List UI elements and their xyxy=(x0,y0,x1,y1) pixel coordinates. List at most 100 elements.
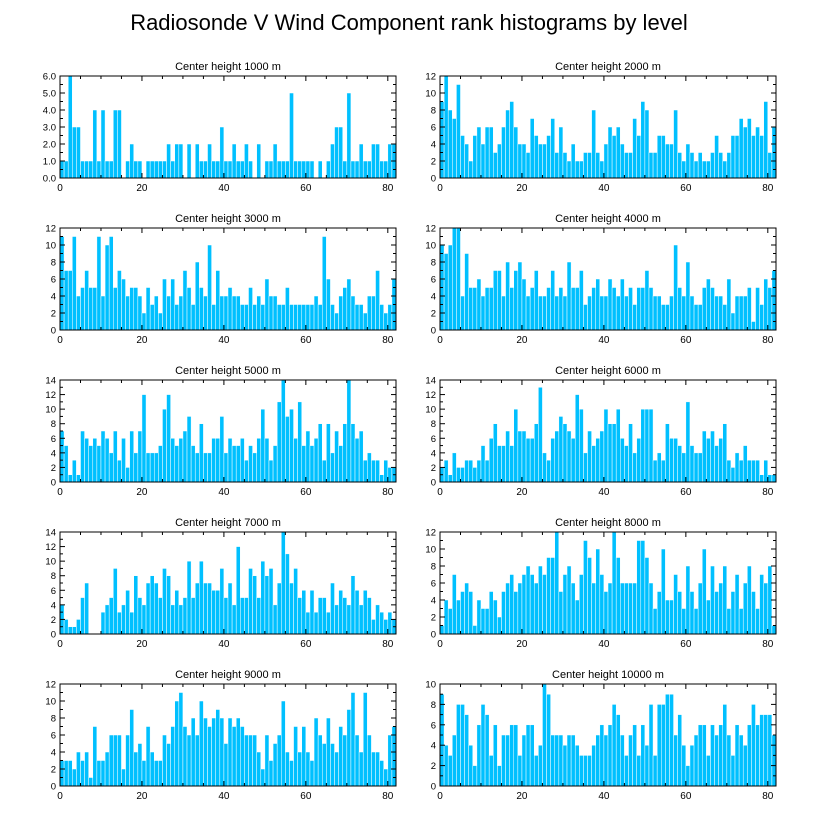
histogram-bar xyxy=(443,253,449,331)
histogram-bar xyxy=(96,236,102,331)
histogram-bar xyxy=(730,135,736,179)
histogram-bar xyxy=(632,724,637,787)
histogram-bar xyxy=(632,582,637,635)
histogram-bar xyxy=(358,751,364,787)
x-tick-label: 80 xyxy=(382,639,394,650)
histogram-bar xyxy=(570,438,576,483)
histogram-bar xyxy=(309,760,315,787)
x-tick-label: 40 xyxy=(598,183,610,194)
histogram-bar xyxy=(710,430,715,483)
histogram-bar xyxy=(108,452,114,483)
y-tick-label: 8 xyxy=(51,714,56,725)
x-tick-label: 0 xyxy=(437,183,443,194)
histogram-bar xyxy=(501,126,506,179)
histogram-bar xyxy=(72,768,77,787)
histogram-bar xyxy=(624,445,629,483)
histogram-bar xyxy=(158,312,163,331)
histogram-bar xyxy=(742,295,748,331)
histogram-bar xyxy=(379,760,384,787)
histogram-bar xyxy=(129,287,135,331)
histogram-bar xyxy=(656,591,662,635)
histogram-bar xyxy=(182,726,188,787)
histogram-bar xyxy=(145,452,151,483)
x-tick-label: 20 xyxy=(516,639,528,650)
histogram-bar xyxy=(636,287,642,331)
y-tick-label: 10 xyxy=(45,697,56,708)
histogram-bar xyxy=(350,692,356,787)
histogram-bar xyxy=(480,445,486,483)
histogram-bar xyxy=(178,604,184,635)
y-tick-label: 6 xyxy=(431,579,436,590)
histogram-bar xyxy=(96,160,102,179)
histogram-bar xyxy=(538,143,543,179)
histogram-bar xyxy=(305,160,311,179)
histogram-bar xyxy=(681,295,687,331)
histogram-bar xyxy=(509,101,515,179)
histogram-bar xyxy=(301,304,307,331)
histogram-bar xyxy=(488,438,494,483)
histogram-bar xyxy=(297,160,303,179)
histogram-bar xyxy=(268,295,274,331)
y-tick-label: 0 xyxy=(51,478,56,489)
histogram-bar xyxy=(153,160,159,179)
x-tick-label: 60 xyxy=(300,791,312,802)
histogram-bar xyxy=(244,459,249,483)
histogram-bar xyxy=(293,568,298,635)
y-tick-label: 0 xyxy=(51,630,56,641)
histogram-bar xyxy=(701,548,707,635)
histogram-bar xyxy=(517,430,523,483)
histogram-bar xyxy=(505,582,510,635)
histogram-bar xyxy=(301,160,307,179)
x-tick-label: 80 xyxy=(382,487,394,498)
histogram-bar xyxy=(701,287,707,331)
histogram-bar xyxy=(747,118,752,179)
histogram-bar xyxy=(742,744,748,787)
histogram-bar xyxy=(738,118,744,179)
histogram-bar xyxy=(615,714,621,787)
histogram-bar xyxy=(104,244,110,331)
histogram-bar xyxy=(681,744,687,787)
histogram-bar xyxy=(628,734,633,787)
y-tick-label: 4 xyxy=(431,292,436,303)
histogram-bar xyxy=(162,160,167,179)
histogram-bar xyxy=(129,143,135,179)
histogram-bar xyxy=(121,438,126,483)
histogram-bar xyxy=(72,626,77,635)
histogram-bar xyxy=(305,430,311,483)
histogram-bar xyxy=(730,755,736,787)
histogram-bar xyxy=(480,295,486,331)
histogram-bar xyxy=(595,152,601,179)
x-tick-label: 0 xyxy=(57,335,63,346)
histogram-bar xyxy=(215,709,221,787)
histogram-bar xyxy=(227,717,233,787)
histogram-bar xyxy=(669,295,674,331)
y-tick-label: 12 xyxy=(425,72,436,83)
histogram-bar xyxy=(767,287,773,331)
x-tick-label: 40 xyxy=(598,791,610,802)
histogram-bar xyxy=(542,574,547,635)
histogram-bar xyxy=(346,92,352,179)
y-tick-label: 2 xyxy=(51,309,56,320)
x-tick-label: 20 xyxy=(516,487,528,498)
histogram-bar xyxy=(334,126,339,179)
histogram-bar xyxy=(701,160,707,179)
histogram-bar xyxy=(321,236,327,331)
histogram-bar xyxy=(497,445,502,483)
histogram-bar xyxy=(566,160,572,179)
histogram-bar xyxy=(387,611,393,635)
histogram-bar xyxy=(248,568,253,635)
histogram-bar xyxy=(648,704,654,787)
x-tick-label: 20 xyxy=(516,791,528,802)
histogram-bar xyxy=(529,287,535,331)
histogram-bar xyxy=(747,459,752,483)
histogram-bar xyxy=(362,692,368,787)
histogram-bar xyxy=(342,734,348,787)
histogram-bar xyxy=(706,160,711,179)
histogram-bar xyxy=(244,597,249,635)
histogram-bar xyxy=(603,591,609,635)
histogram-bar xyxy=(636,438,642,483)
histogram-bar xyxy=(240,726,245,787)
histogram-bar xyxy=(525,724,531,787)
histogram-bar xyxy=(129,709,135,787)
histogram-bar xyxy=(178,692,184,787)
